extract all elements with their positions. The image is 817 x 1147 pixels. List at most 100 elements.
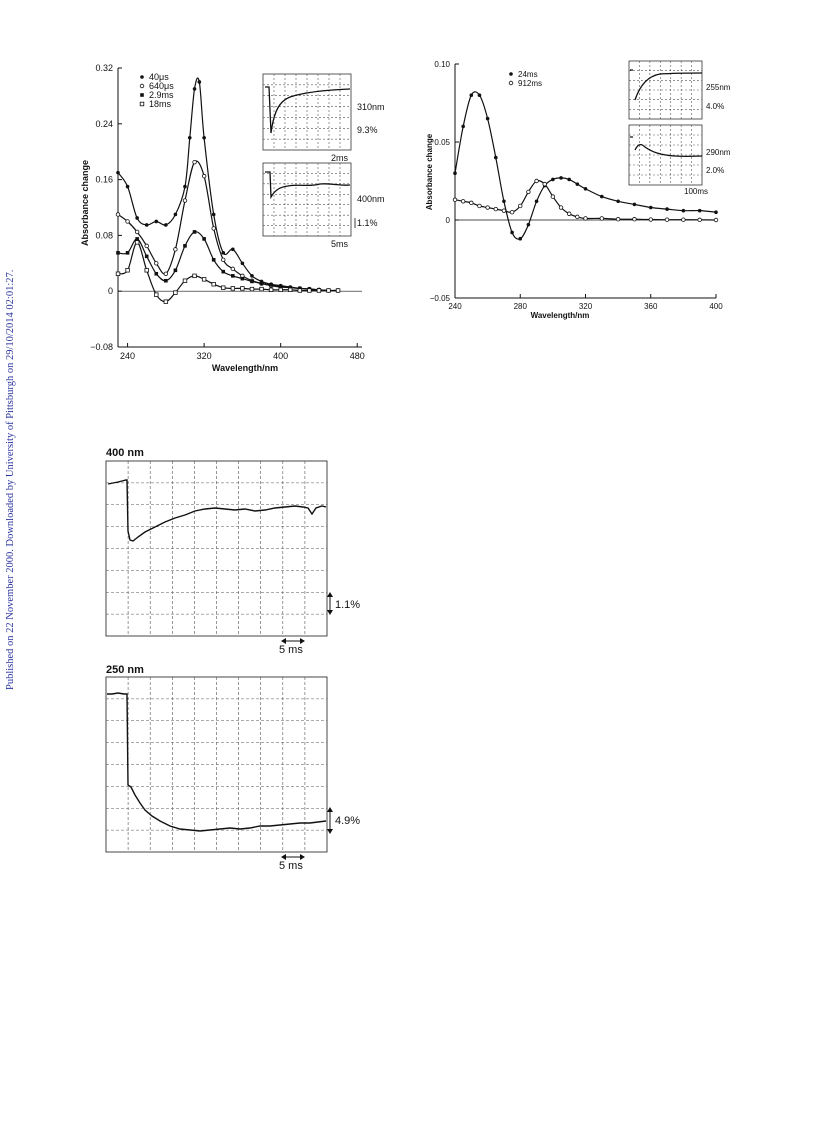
data-point [125,251,130,255]
data-point [183,244,187,248]
data-point [163,299,169,304]
data-point [469,200,474,206]
data-point [665,207,669,211]
data-point [240,286,245,291]
data-point [173,212,178,217]
data-point [144,254,149,259]
data-point [240,261,245,266]
data-point [201,277,207,282]
data-point [583,187,588,191]
inset-400nm: 400nm 1.1% 5ms [262,162,385,249]
data-point [197,80,202,84]
data-point [269,283,273,287]
data-point [249,286,255,292]
data-point [187,135,192,140]
data-point [192,273,197,279]
data-point [326,288,331,293]
data-point [648,217,653,222]
y-tick-label: 0.05 [434,138,450,147]
left-y-axis-label: Absorbance change [80,160,90,246]
data-point [182,198,188,203]
data-point [713,217,719,223]
data-point [182,278,188,283]
data-point [259,286,264,292]
right-x-axis-label: Wavelength/nm [531,311,590,320]
data-point [526,222,531,227]
trace-panel-250nm: 250 nm 4.9% 5 ms [105,664,360,872]
inset-310-scale: 9.3% [357,125,378,135]
data-point [211,258,216,262]
spectrum-chart-left: −0.08 0 0.08 0.16 0.24 0.32 240 320 400 480 40μs6… [80,63,385,373]
data-point [509,209,515,215]
data-point [493,155,498,160]
y-tick-label: 0.32 [95,63,113,73]
data-point [510,230,514,235]
data-point [116,251,120,255]
data-point [501,208,507,213]
data-point [134,229,140,235]
data-point [164,278,168,283]
trace-250-signal [107,692,327,832]
data-point [154,292,159,297]
data-point [518,203,523,209]
inset-400-time: 5ms [331,239,349,249]
inset-255-wavelength: 255nm [706,83,731,92]
data-point [230,266,236,272]
legend-label: 24ms [518,70,538,79]
inset-310nm: 310nm 9.3% 2ms [262,73,385,163]
data-point [460,199,466,204]
series-18ms [115,240,341,304]
data-point [250,274,254,278]
data-point [134,240,140,245]
y-tick-label: 0.24 [95,119,113,129]
x-tick-label: 400 [709,302,723,311]
data-point [154,271,159,276]
data-point [567,177,571,182]
data-point [231,247,235,252]
series-line-912ms [454,179,717,221]
x-tick-label: 320 [579,302,593,311]
data-point [140,75,144,79]
data-point [632,217,637,222]
inset-310-time: 2ms [331,153,349,163]
legend-label: 18ms [149,99,172,109]
x-tick-label: 360 [644,302,658,311]
data-point [240,276,245,281]
data-point [221,251,226,255]
data-point [534,178,539,184]
data-point [461,124,465,129]
data-point [509,72,513,76]
data-point [139,83,145,89]
data-point [599,216,605,221]
data-point [202,237,206,241]
y-tick-label: 0.08 [95,230,113,240]
data-point [288,287,293,293]
y-tick-label: 0.10 [434,60,450,69]
trace-400-title: 400 nm [106,447,144,459]
data-point [192,230,197,234]
data-point [600,194,604,199]
data-point [316,288,322,293]
legend-label: 2.9ms [149,90,174,100]
x-tick-label: 240 [120,351,135,361]
series-2.9ms [116,230,340,293]
inset-290-trace [630,136,703,158]
inset-290-wavelength: 290nm [706,148,731,157]
data-point [307,288,312,293]
data-point [125,268,130,273]
trace-250-time-label: 5 ms [279,860,303,872]
data-point [558,205,564,210]
trace-400-scale-label: 1.1% [335,599,360,611]
data-point [485,116,490,121]
trace-panel-400nm: 400 nm 1.1% 5 ms [105,447,360,656]
data-point [140,93,144,97]
data-point [201,173,207,179]
trace-400-time-label: 5 ms [279,644,303,656]
data-point [477,203,482,209]
data-point [485,205,490,210]
left-axes: −0.08 0 0.08 0.16 0.24 0.32 240 320 400 480 [90,63,365,361]
data-point [681,208,686,213]
data-point [526,189,531,195]
